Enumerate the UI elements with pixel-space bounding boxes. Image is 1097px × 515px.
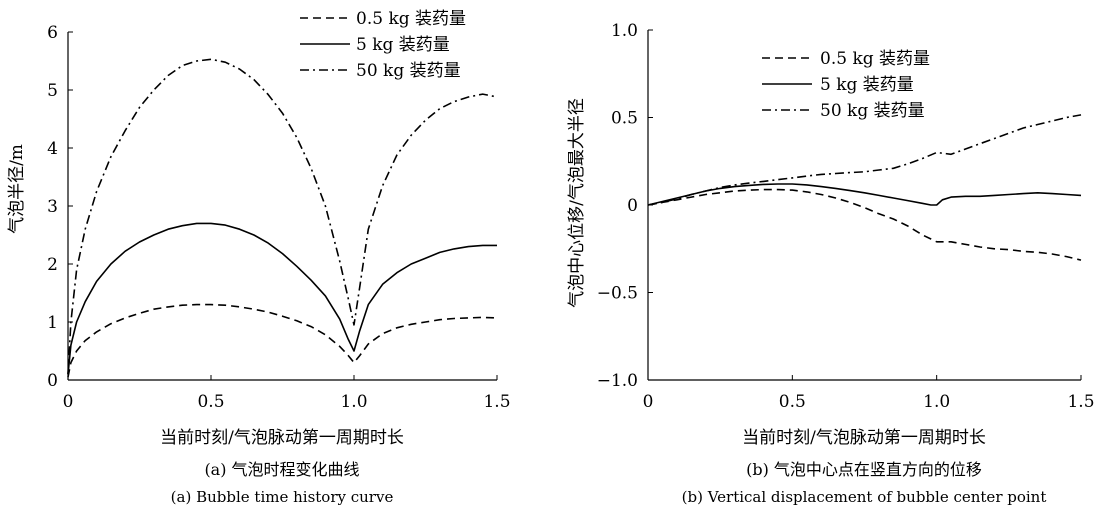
chart-a-axes — [67, 32, 497, 381]
legend-label-3: 50 kg 装药量 — [820, 101, 925, 121]
y-tick-label: −1.0 — [597, 371, 638, 391]
y-tick-label: 5 — [47, 81, 58, 101]
y-tick-label: 3 — [47, 197, 58, 217]
series-line-2 — [67, 222, 497, 375]
x-tick-label: 1.5 — [483, 392, 510, 412]
x-tick-label: 0 — [63, 392, 74, 412]
chart-a-series — [67, 58, 498, 378]
legend-label-2: 5 kg 装药量 — [356, 35, 450, 55]
x-tick-label: 1.5 — [1067, 392, 1094, 412]
x-tick-label: 0.5 — [197, 392, 224, 412]
series-line-2 — [647, 183, 1082, 206]
chart-a-bubble-radius: 0 1 2 3 4 5 6 0 0.5 1.0 1.5 0.5 kg 装药量 5 kg 装药量 50 … — [7, 9, 511, 506]
series-line-3 — [647, 114, 1082, 206]
y-tick-label: 0 — [47, 371, 58, 391]
chart-a-x-axis-title: 当前时刻/气泡脉动第一周期时长 — [160, 428, 404, 448]
chart-a-legend: 0.5 kg 装药量 5 kg 装药量 50 kg 装药量 — [300, 9, 466, 81]
chart-a-caption-en: (a) Bubble time history curve — [171, 488, 394, 506]
y-tick-label: 2 — [47, 255, 58, 275]
chart-b-y-ticks: −1.0 −0.5 0 0.5 1.0 — [597, 21, 653, 391]
x-tick-label: 0.5 — [779, 392, 806, 412]
y-tick-label: −0.5 — [597, 284, 638, 304]
chart-b-y-axis-title: 气泡中心位移/气泡最大半径 — [567, 98, 587, 308]
y-tick-label: 1.0 — [611, 21, 638, 41]
chart-b-x-axis-title: 当前时刻/气泡脉动第一周期时长 — [742, 428, 986, 448]
chart-b-series — [647, 114, 1082, 261]
x-tick-label: 1.0 — [923, 392, 950, 412]
y-tick-label: 0.5 — [611, 109, 638, 129]
series-line-1 — [647, 188, 1082, 261]
chart-b-caption-zh: (b) 气泡中心点在竖直方向的位移 — [746, 460, 982, 479]
x-tick-label: 1.0 — [340, 392, 367, 412]
y-tick-label: 0 — [627, 196, 638, 216]
chart-a-y-axis-title: 气泡半径/m — [7, 144, 27, 234]
chart-b-center-displacement: −1.0 −0.5 0 0.5 1.0 0 0.5 1.0 1.5 0.5 kg 装药量 5 k… — [567, 21, 1095, 506]
legend-label-1: 0.5 kg 装药量 — [356, 9, 466, 29]
chart-a-y-ticks: 0 1 2 3 4 5 6 — [47, 23, 73, 391]
chart-a-x-ticks: 0 0.5 1.0 1.5 — [63, 375, 511, 412]
chart-b-legend: 0.5 kg 装药量 5 kg 装药量 50 kg 装药量 — [762, 49, 930, 121]
series-line-3 — [67, 58, 498, 375]
chart-b-caption-en: (b) Vertical displacement of bubble cent… — [682, 488, 1047, 506]
chart-b-x-ticks: 0 0.5 1.0 1.5 — [643, 375, 1095, 412]
legend-label-3: 50 kg 装药量 — [356, 61, 461, 81]
chart-a-caption-zh: (a) 气泡时程变化曲线 — [204, 460, 359, 479]
y-tick-label: 6 — [47, 23, 58, 43]
x-tick-label: 0 — [643, 392, 654, 412]
legend-label-1: 0.5 kg 装药量 — [820, 49, 930, 69]
legend-label-2: 5 kg 装药量 — [820, 75, 914, 95]
y-tick-label: 1 — [47, 313, 58, 333]
series-line-1 — [67, 303, 498, 378]
y-tick-label: 4 — [47, 139, 58, 159]
